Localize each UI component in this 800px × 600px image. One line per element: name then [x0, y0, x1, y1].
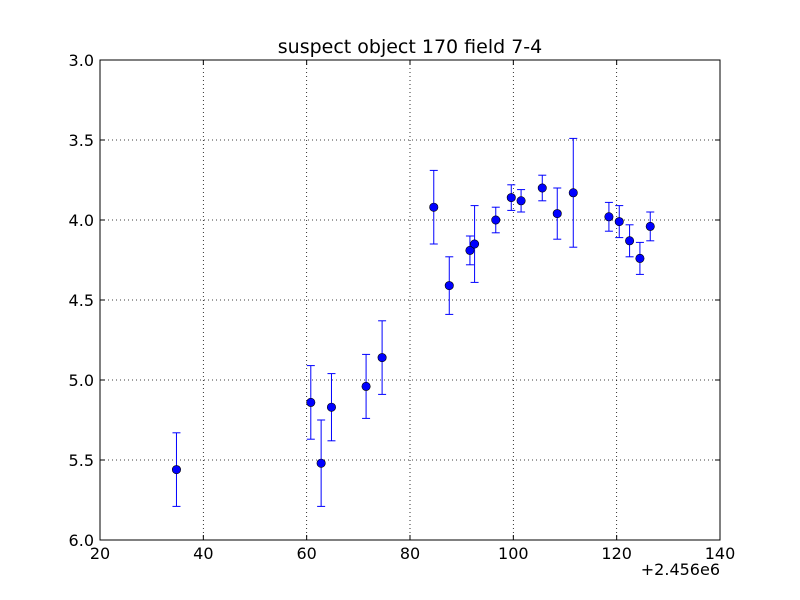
x-tick-label: 20	[90, 544, 110, 563]
x-tick-label: 100	[498, 544, 529, 563]
data-point	[537, 183, 547, 193]
data-point	[552, 209, 562, 219]
data-point	[444, 281, 454, 291]
y-tick-labels: 3.0 3.5 4.0 4.5 5.0 5.5 6.0	[69, 51, 94, 550]
data-point	[361, 381, 371, 391]
data-point	[306, 397, 316, 407]
chart-title: suspect object 170 field 7-4	[278, 36, 543, 58]
x-tick-label: 60	[296, 544, 316, 563]
data-point	[645, 221, 655, 231]
axis-ticks	[99, 59, 721, 541]
data-point	[491, 215, 501, 225]
data-point	[614, 217, 624, 227]
y-tick-label: 3.0	[69, 51, 94, 70]
data-point	[326, 402, 336, 412]
data-point	[625, 236, 635, 246]
y-tick-label: 5.0	[69, 371, 94, 390]
data-point	[506, 193, 516, 203]
x-axis-offset-label: +2.456e6	[641, 560, 720, 579]
y-tick-label: 4.5	[69, 291, 94, 310]
x-tick-labels: 20 40 60 80 100 120 140	[90, 544, 735, 563]
x-tick-label: 40	[193, 544, 213, 563]
x-tick-label: 140	[705, 544, 736, 563]
data-point	[604, 212, 614, 222]
y-tick-label: 4.0	[69, 211, 94, 230]
data-point	[568, 188, 578, 198]
data-point	[470, 239, 480, 249]
x-tick-label: 120	[601, 544, 632, 563]
data-points	[171, 183, 655, 475]
data-point	[429, 202, 439, 212]
y-tick-label: 5.5	[69, 451, 94, 470]
data-point	[171, 465, 181, 475]
data-point	[635, 253, 645, 263]
data-point	[516, 196, 526, 206]
data-point	[465, 245, 475, 255]
data-point	[316, 458, 326, 468]
data-point	[377, 353, 387, 363]
y-tick-label: 3.5	[69, 131, 94, 150]
y-tick-label: 6.0	[69, 531, 94, 550]
x-tick-label: 80	[400, 544, 420, 563]
